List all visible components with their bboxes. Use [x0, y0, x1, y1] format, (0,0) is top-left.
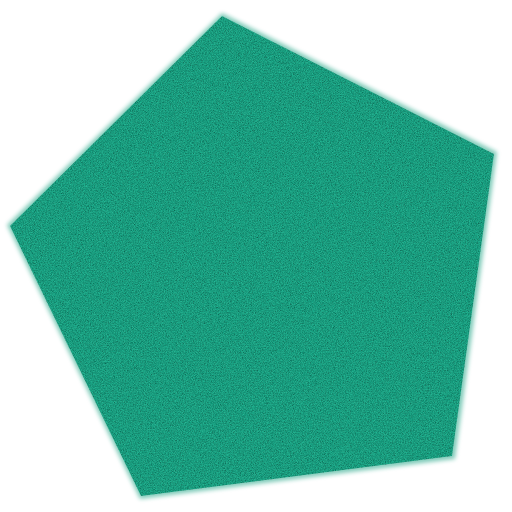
pentagon-shape: [10, 16, 494, 496]
